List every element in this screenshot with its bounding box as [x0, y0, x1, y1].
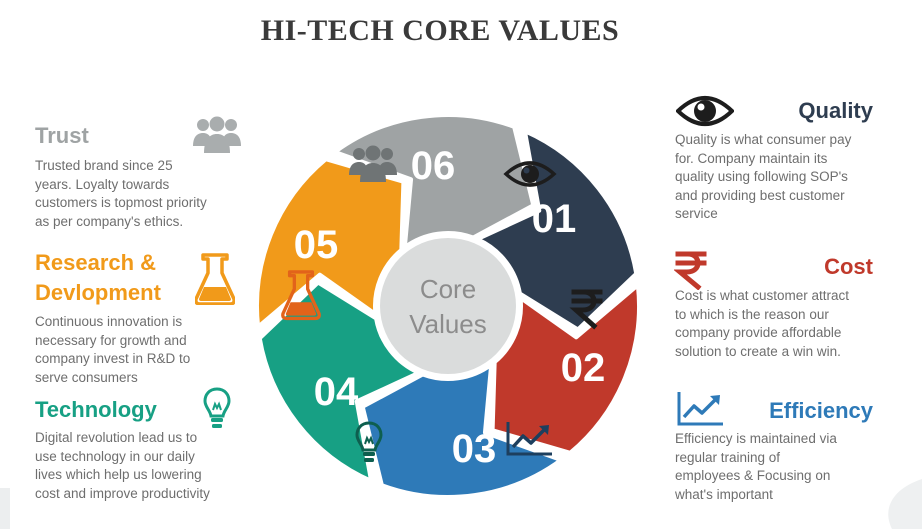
corner-decoration	[888, 479, 922, 529]
people-icon	[193, 116, 241, 153]
center-circle	[380, 238, 516, 374]
cost-description: Cost is what customer attract to which i…	[675, 288, 850, 359]
segment-01-number: 01	[532, 197, 577, 241]
efficiency-description: Efficiency is maintained via regular tra…	[675, 431, 837, 502]
quality-heading: Quality	[798, 98, 873, 123]
wheel-segment-03	[360, 362, 563, 499]
quality-description: Quality is what consumer pay for. Compan…	[675, 132, 852, 221]
segment-04-number: 04	[314, 370, 359, 414]
trust-heading: Trust	[35, 123, 89, 148]
eye-icon	[676, 96, 734, 126]
wheel-segment-01	[475, 129, 639, 332]
technology-heading: Technology	[35, 397, 157, 422]
segment-03-number: 03	[452, 427, 497, 471]
wheel-segment-04	[257, 280, 421, 483]
flask-icon	[195, 253, 235, 305]
wheel-segment-06	[333, 113, 536, 250]
growth-chart-icon	[677, 392, 723, 426]
research-description: Continuous innovation is necessary for g…	[35, 314, 191, 385]
technology-description: Digital revolution lead us to use techno…	[35, 430, 210, 501]
segment-02-number: 02	[561, 346, 606, 390]
segment-06-number: 06	[411, 144, 456, 188]
segment-02-rupee-icon	[569, 289, 603, 330]
wheel-segment-02	[490, 283, 641, 455]
center-label-line2: Values	[409, 309, 487, 339]
lightbulb-icon	[203, 387, 231, 428]
rupee-icon	[674, 251, 707, 290]
left-edge-shade	[0, 488, 10, 529]
segment-03-growth-chart-icon	[506, 422, 552, 456]
trust-description: Trusted brand since 25 years. Loyalty to…	[35, 158, 207, 229]
cost-heading: Cost	[824, 254, 873, 279]
segment-06-people-icon	[349, 145, 397, 182]
center-label-line1: Core	[420, 274, 476, 304]
page-title: HI-TECH CORE VALUES	[260, 14, 620, 47]
research-heading: Research & Devlopment	[35, 250, 161, 305]
segment-04-lightbulb-icon	[355, 421, 383, 462]
segment-01-eye-icon	[503, 161, 557, 187]
segment-05-number: 05	[294, 223, 339, 267]
efficiency-heading: Efficiency	[769, 398, 873, 423]
segment-05-flask-icon	[281, 270, 321, 321]
